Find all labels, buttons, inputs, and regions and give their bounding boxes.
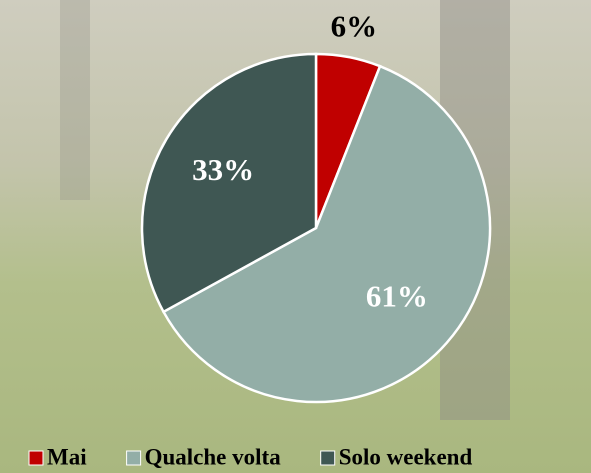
data-label: 61% bbox=[366, 278, 428, 313]
data-label: 6% bbox=[331, 9, 378, 44]
legend-label: Mai bbox=[47, 444, 87, 469]
background-tree bbox=[60, 0, 90, 200]
legend-swatch bbox=[29, 451, 43, 465]
data-label: 33% bbox=[192, 152, 254, 187]
legend-label: Qualche volta bbox=[145, 444, 282, 469]
chart: 6% 61% 33% Mai Qualche volta Solo weekend bbox=[0, 0, 591, 473]
legend-swatch bbox=[127, 451, 141, 465]
legend-swatch bbox=[321, 451, 335, 465]
page: 6%61%33% MaiQualche voltaSolo weekend ((… bbox=[0, 0, 591, 473]
legend-label: Solo weekend bbox=[339, 444, 473, 469]
